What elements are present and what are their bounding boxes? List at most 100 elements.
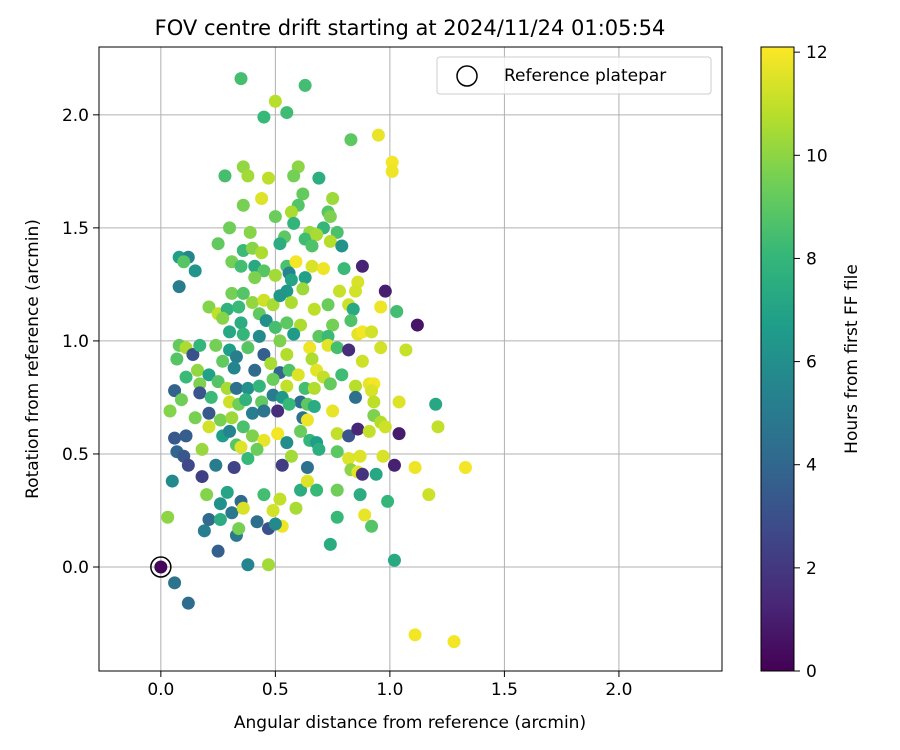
data-point [275, 458, 289, 472]
data-point [213, 513, 227, 527]
data-point [193, 386, 207, 400]
data-point [300, 461, 314, 475]
data-point [330, 445, 344, 459]
data-point [390, 305, 404, 319]
colorbar-tick-label: 12 [806, 43, 828, 63]
data-point [209, 458, 223, 472]
data-point [252, 329, 266, 343]
data-point [255, 191, 269, 205]
data-point [268, 268, 282, 282]
data-point [241, 451, 255, 465]
data-point [312, 171, 326, 185]
data-point [280, 436, 294, 450]
data-point [234, 440, 248, 454]
data-point [202, 420, 216, 434]
data-point [365, 325, 379, 339]
data-point [204, 390, 218, 404]
data-point [330, 483, 344, 497]
data-point [257, 264, 271, 278]
data-point [261, 171, 275, 185]
data-point [326, 191, 340, 205]
data-point [294, 424, 308, 438]
data-point [248, 271, 262, 285]
colorbar-tick-label: 6 [806, 353, 817, 373]
data-point [216, 354, 230, 368]
data-point [268, 94, 282, 108]
data-point [371, 128, 385, 142]
data-point [257, 404, 271, 418]
plot-frame [98, 46, 723, 672]
data-point [321, 329, 335, 343]
data-point [374, 341, 388, 355]
data-point [323, 234, 337, 248]
x-axis-ticks: 0.0 0.5 1.0 1.5 2.0 [147, 671, 632, 700]
data-point [335, 239, 349, 253]
data-point [392, 427, 406, 441]
data-point [307, 302, 321, 316]
data-point [287, 169, 301, 183]
data-point [241, 381, 255, 395]
data-point [202, 300, 216, 314]
data-point [305, 239, 319, 253]
data-point [378, 420, 392, 434]
data-point [223, 221, 237, 235]
legend-box [436, 56, 712, 95]
data-point [273, 289, 287, 303]
data-point [271, 404, 285, 418]
data-point [378, 284, 392, 298]
data-point [266, 298, 280, 312]
data-point [243, 225, 257, 239]
colorbar-tick-label: 4 [806, 456, 817, 476]
data-point [268, 210, 282, 224]
data-point [252, 379, 266, 393]
data-point [408, 628, 422, 642]
data-point [337, 262, 351, 276]
data-point [193, 338, 207, 352]
data-point [284, 205, 298, 219]
data-point [225, 506, 239, 520]
data-point [264, 357, 278, 371]
colorbar-frame [760, 46, 795, 672]
data-point [287, 327, 301, 341]
data-point [211, 544, 225, 558]
data-point [376, 449, 390, 463]
data-point [429, 397, 443, 411]
data-point [165, 474, 179, 488]
data-point [225, 286, 239, 300]
data-point [177, 255, 191, 269]
data-point [163, 404, 177, 418]
data-point [346, 302, 360, 316]
data-point [392, 395, 406, 409]
data-point [342, 451, 356, 465]
x-axis-label: Angular distance from reference (arcmin) [234, 713, 586, 733]
data-point [168, 576, 182, 590]
data-point [300, 474, 314, 488]
data-point [284, 295, 298, 309]
data-point [300, 413, 314, 427]
data-point [323, 537, 337, 551]
data-point [234, 72, 248, 86]
data-point [232, 522, 246, 536]
data-point [321, 298, 335, 312]
data-point [326, 404, 340, 418]
data-point [236, 198, 250, 212]
data-point [298, 78, 312, 92]
data-point [241, 558, 255, 572]
data-point [355, 259, 369, 273]
colorbar-tick-label: 10 [806, 146, 828, 166]
data-point [289, 501, 303, 515]
data-point [335, 368, 349, 382]
data-point [355, 467, 369, 481]
data-point [282, 397, 296, 411]
data-point [188, 411, 202, 425]
data-point [186, 347, 200, 361]
data-point [213, 497, 227, 511]
legend-label-reference: Reference platepar [504, 66, 666, 86]
x-tick-label: 0.0 [147, 680, 174, 700]
data-point [255, 246, 269, 260]
data-point [234, 316, 248, 330]
data-point [369, 467, 383, 481]
data-point [223, 424, 237, 438]
data-point [236, 501, 250, 515]
data-point [310, 228, 324, 242]
